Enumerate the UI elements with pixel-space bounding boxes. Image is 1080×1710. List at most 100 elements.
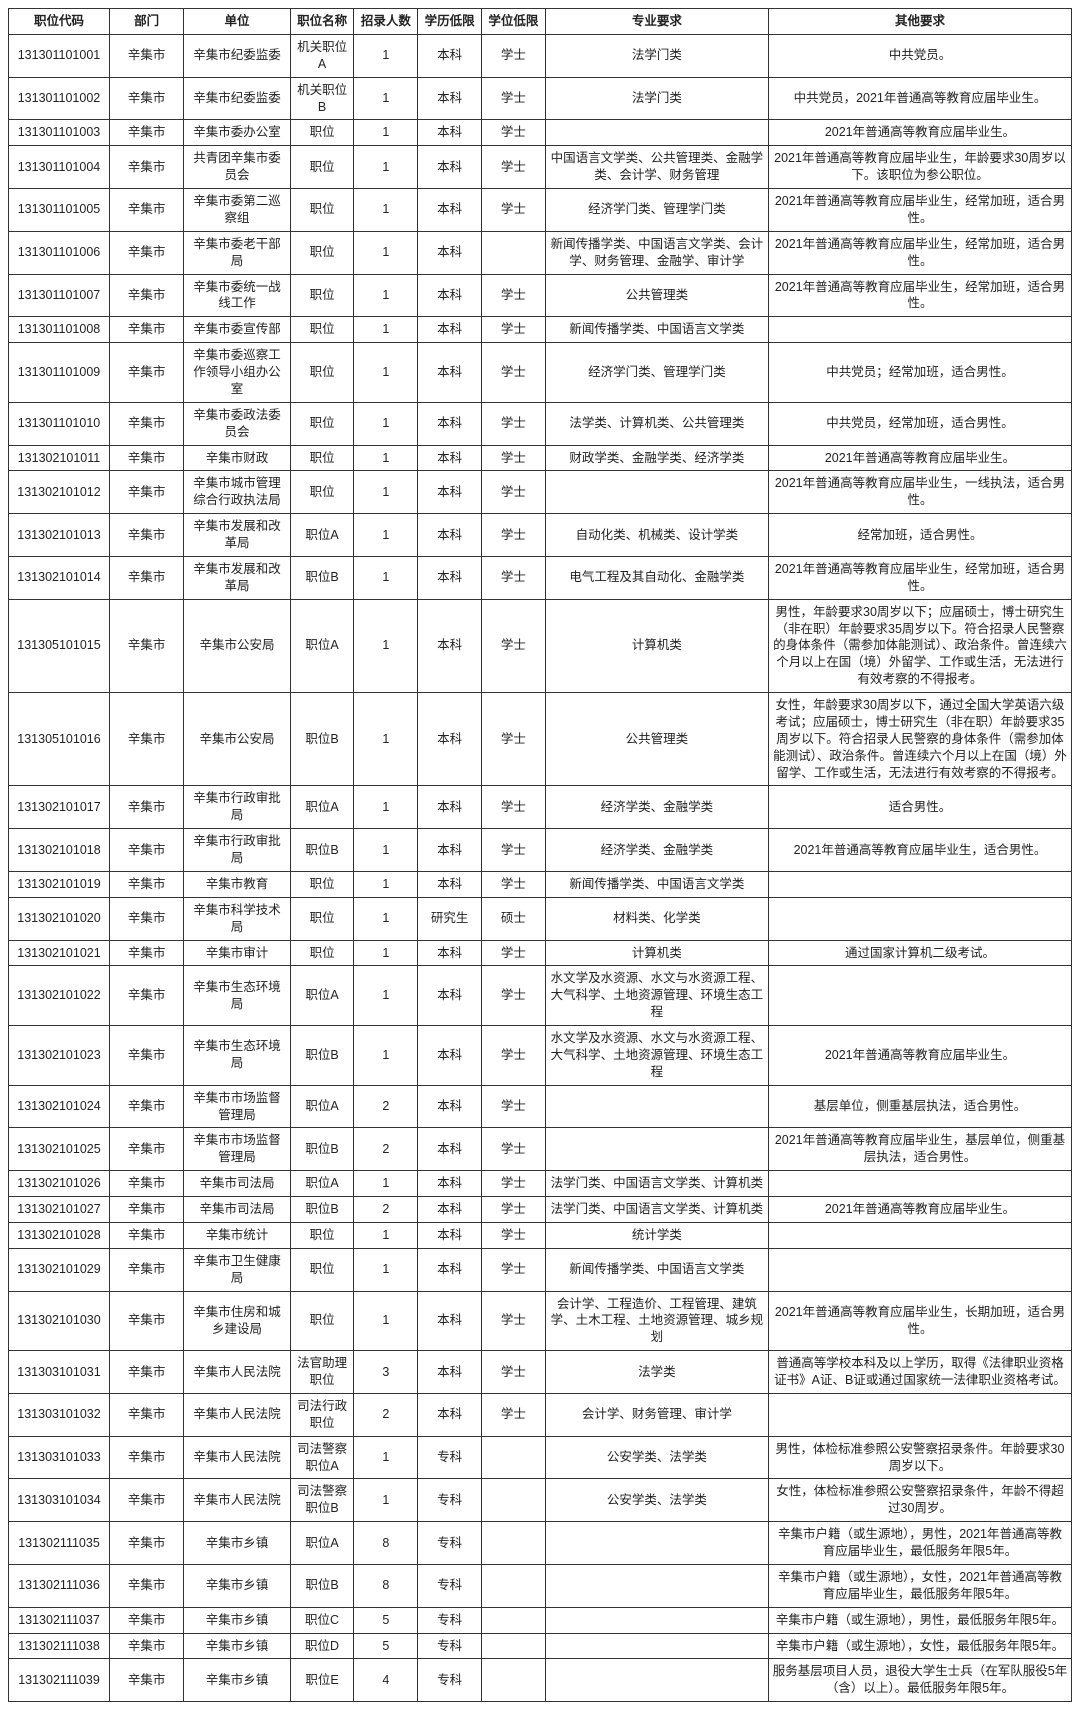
cell: 131302111037 xyxy=(9,1607,110,1633)
cell: 131301101003 xyxy=(9,120,110,146)
cell: 学士 xyxy=(481,1393,545,1436)
cell: 本科 xyxy=(418,599,482,692)
cell: 4 xyxy=(354,1659,418,1702)
table-row: 131302101023辛集市辛集市生态环境局职位B1本科学士水文学及水资源、水… xyxy=(9,1026,1072,1086)
cell xyxy=(768,871,1071,897)
cell: 辛集市委巡察工作领导小组办公室 xyxy=(184,343,290,403)
cell: 职位B xyxy=(290,829,354,872)
cell: 1 xyxy=(354,1248,418,1291)
cell: 会计学、工程造价、工程管理、建筑学、土木工程、土地资源管理、城乡规划 xyxy=(545,1291,768,1351)
cell: 本科 xyxy=(418,829,482,872)
table-row: 131302111036辛集市辛集市乡镇职位B8专科辛集市户籍（或生源地），女性… xyxy=(9,1564,1072,1607)
cell: 公安学类、法学类 xyxy=(545,1436,768,1479)
cell: 学士 xyxy=(481,274,545,317)
cell: 辛集市教育 xyxy=(184,871,290,897)
cell: 辛集市户籍（或生源地），女性，最低服务年限5年。 xyxy=(768,1633,1071,1659)
table-row: 131302101018辛集市辛集市行政审批局职位B1本科学士经济学类、金融学类… xyxy=(9,829,1072,872)
cell: 辛集市科学技术局 xyxy=(184,897,290,940)
cell: 辛集市 xyxy=(109,1128,183,1171)
cell: 2 xyxy=(354,1128,418,1171)
cell: 专科 xyxy=(418,1659,482,1702)
cell xyxy=(481,1436,545,1479)
cell xyxy=(768,317,1071,343)
cell: 辛集市 xyxy=(109,829,183,872)
table-row: 131305101015辛集市辛集市公安局职位A1本科学士计算机类男性，年龄要求… xyxy=(9,599,1072,692)
cell: 财政学类、金融学类、经济学类 xyxy=(545,445,768,471)
cell: 水文学及水资源、水文与水资源工程、大气科学、土地资源管理、环境生态工程 xyxy=(545,966,768,1026)
cell: 辛集市 xyxy=(109,1026,183,1086)
cell: 新闻传播学类、中国语言文学类、会计学、财务管理、金融学、审计学 xyxy=(545,231,768,274)
table-row: 131302101028辛集市辛集市统计职位1本科学士统计学类 xyxy=(9,1222,1072,1248)
cell: 材料类、化学类 xyxy=(545,897,768,940)
cell: 1 xyxy=(354,897,418,940)
cell: 辛集市 xyxy=(109,1171,183,1197)
cell: 本科 xyxy=(418,1171,482,1197)
cell: 公共管理类 xyxy=(545,274,768,317)
cell: 辛集市人民法院 xyxy=(184,1351,290,1394)
cell: 学士 xyxy=(481,343,545,403)
cell: 辛集市乡镇 xyxy=(184,1564,290,1607)
cell: 辛集市 xyxy=(109,274,183,317)
cell: 学士 xyxy=(481,1222,545,1248)
cell: 辛集市 xyxy=(109,77,183,120)
cell xyxy=(545,1085,768,1128)
cell: 131301101007 xyxy=(9,274,110,317)
cell: 学士 xyxy=(481,1026,545,1086)
cell: 法学类 xyxy=(545,1351,768,1394)
cell: 司法警察职位A xyxy=(290,1436,354,1479)
cell: 职位 xyxy=(290,189,354,232)
cell xyxy=(481,1659,545,1702)
cell: 辛集市行政审批局 xyxy=(184,829,290,872)
cell: 本科 xyxy=(418,871,482,897)
cell: 专科 xyxy=(418,1436,482,1479)
cell: 中国语言文学类、公共管理类、金融学类、会计学、财务管理 xyxy=(545,146,768,189)
cell: 131301101004 xyxy=(9,146,110,189)
cell: 131302101025 xyxy=(9,1128,110,1171)
cell: 本科 xyxy=(418,786,482,829)
cell: 辛集市 xyxy=(109,514,183,557)
cell: 机关职位B xyxy=(290,77,354,120)
cell: 131305101015 xyxy=(9,599,110,692)
cell: 1 xyxy=(354,274,418,317)
cell: 中共党员，2021年普通高等教育应届毕业生。 xyxy=(768,77,1071,120)
cell: 辛集市 xyxy=(109,402,183,445)
cell xyxy=(545,1607,768,1633)
cell: 131302111036 xyxy=(9,1564,110,1607)
cell: 2021年普通高等教育应届毕业生，经常加班，适合男性。 xyxy=(768,556,1071,599)
cell: 辛集市 xyxy=(109,120,183,146)
cell: 机关职位A xyxy=(290,34,354,77)
cell: 辛集市行政审批局 xyxy=(184,786,290,829)
cell: 本科 xyxy=(418,402,482,445)
cell: 男性，年龄要求30周岁以下；应届硕士，博士研究生（非在职）年龄要求35周岁以下。… xyxy=(768,599,1071,692)
cell: 电气工程及其自动化、金融学类 xyxy=(545,556,768,599)
cell: 统计学类 xyxy=(545,1222,768,1248)
cell: 辛集市 xyxy=(109,1248,183,1291)
cell: 5 xyxy=(354,1607,418,1633)
cell: 1 xyxy=(354,556,418,599)
cell: 辛集市 xyxy=(109,1351,183,1394)
cell: 服务基层项目人员，退役大学生士兵（在军队服役5年（含）以上）。最低服务年限5年。 xyxy=(768,1659,1071,1702)
cell: 辛集市乡镇 xyxy=(184,1607,290,1633)
cell: 131302101022 xyxy=(9,966,110,1026)
table-row: 131302101011辛集市辛集市财政职位1本科学士财政学类、金融学类、经济学… xyxy=(9,445,1072,471)
cell: 5 xyxy=(354,1633,418,1659)
cell: 辛集市发展和改革局 xyxy=(184,514,290,557)
cell: 辛集市 xyxy=(109,786,183,829)
table-row: 131301101001辛集市辛集市纪委监委机关职位A1本科学士法学门类中共党员… xyxy=(9,34,1072,77)
cell: 基层单位，侧重基层执法，适合男性。 xyxy=(768,1085,1071,1128)
table-row: 131302111038辛集市辛集市乡镇职位D5专科辛集市户籍（或生源地），女性… xyxy=(9,1633,1072,1659)
table-row: 131302101013辛集市辛集市发展和改革局职位A1本科学士自动化类、机械类… xyxy=(9,514,1072,557)
cell: 新闻传播学类、中国语言文学类 xyxy=(545,871,768,897)
cell: 131302101021 xyxy=(9,940,110,966)
cell: 本科 xyxy=(418,1128,482,1171)
cell: 司法警察职位B xyxy=(290,1479,354,1522)
table-row: 131302101024辛集市辛集市市场监督管理局职位A2本科学士基层单位，侧重… xyxy=(9,1085,1072,1128)
cell: 职位B xyxy=(290,1197,354,1223)
cell: 学士 xyxy=(481,1197,545,1223)
cell: 辛集市财政 xyxy=(184,445,290,471)
cell: 职位A xyxy=(290,1085,354,1128)
cell: 辛集市 xyxy=(109,693,183,786)
cell: 1 xyxy=(354,146,418,189)
cell: 辛集市乡镇 xyxy=(184,1633,290,1659)
col-header-6: 学位低限 xyxy=(481,9,545,35)
